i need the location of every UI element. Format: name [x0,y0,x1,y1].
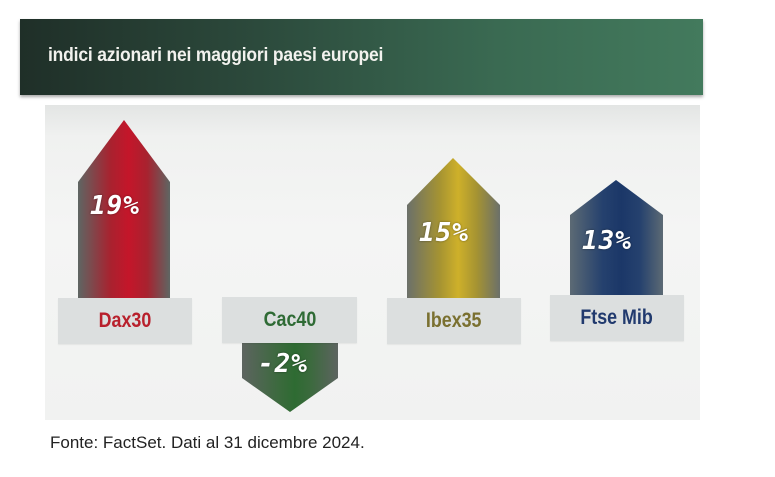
bar-cac40-label: Cac40 [263,308,316,331]
bar-dax30-arrow [78,120,170,300]
bar-ibex35-value: 15% [419,218,469,248]
bar-ibex35-label-box: Ibex35 [387,298,521,344]
bar-dax30-value: 19% [90,191,140,221]
bar-dax30-label-box: Dax30 [58,298,192,344]
bar-cac40-arrow [242,343,338,412]
bar-ibex35-label: Ibex35 [426,309,482,332]
bar-ftsemib-arrow [570,180,663,297]
bar-ftsemib-label: Ftse Mib [580,306,654,329]
bar-ibex35-arrow [407,158,500,300]
bar-ftsemib-value: 13% [582,226,632,256]
chart-title: indici azionari nei maggiori paesi europ… [48,45,384,66]
bar-cac40-label-box: Cac40 [222,297,357,343]
chart-header: indici azionari nei maggiori paesi europ… [20,19,703,95]
bar-dax30-label: Dax30 [98,309,152,332]
bar-ftsemib-label-box: Ftse Mib [550,295,684,341]
source-note: Fonte: FactSet. Dati al 31 dicembre 2024… [50,433,365,452]
bar-cac40-value: -2% [258,349,308,379]
